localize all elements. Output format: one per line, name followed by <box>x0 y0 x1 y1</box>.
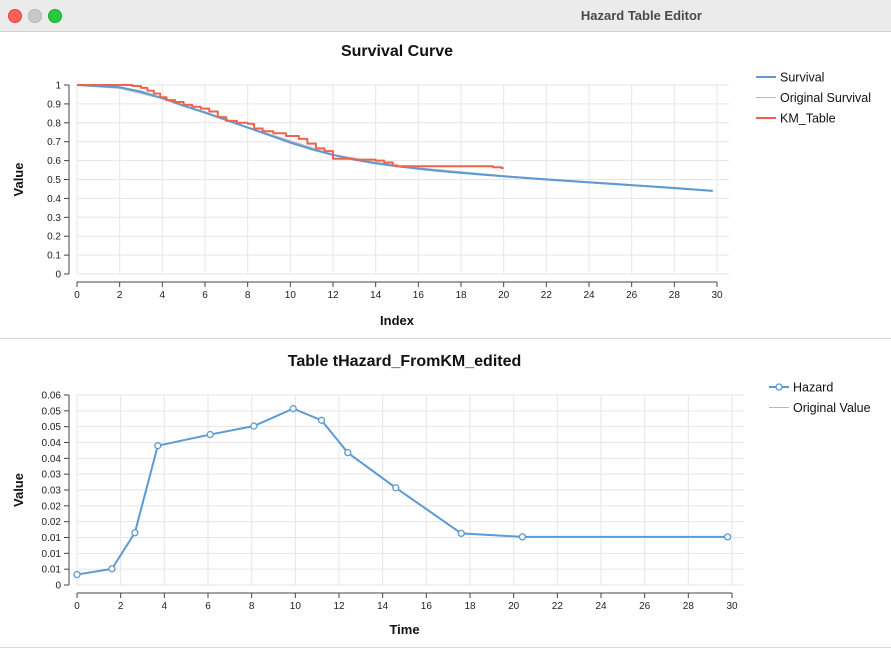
survival-y-tick-label: 0.2 <box>47 232 61 243</box>
survival-x-axis-label: Index <box>380 313 415 328</box>
survival-legend-label-survival: Survival <box>780 71 824 85</box>
hazard-point-hazard <box>108 565 116 573</box>
hazard-y-tick-label: 0.05 <box>42 422 62 433</box>
hazard-legend-label-hazard: Hazard <box>793 381 833 395</box>
hazard-legend-marker-hazard <box>775 383 783 391</box>
survival-y-tick-label: 0.3 <box>47 213 61 224</box>
hazard-y-tick-label: 0.01 <box>42 549 62 560</box>
hazard-x-tick-label: 16 <box>421 601 433 612</box>
hazard-point-hazard <box>317 416 326 424</box>
survival-x-tick-label: 22 <box>541 290 553 301</box>
hazard-point-hazard <box>73 570 81 579</box>
hazard-legend-label-original-value: Original Value <box>793 401 871 415</box>
bottom-divider <box>0 647 891 648</box>
survival-y-tick-label: 0.9 <box>47 99 61 110</box>
hazard-point-hazard <box>250 422 258 430</box>
survival-x-tick-label: 0 <box>74 290 80 301</box>
hazard-x-tick-label: 2 <box>118 601 124 612</box>
survival-x-tick-label: 8 <box>245 290 251 301</box>
hazard-point-hazard <box>206 430 214 439</box>
hazard-y-tick-label: 0.02 <box>42 501 62 512</box>
hazard-y-tick-label: 0.01 <box>42 565 62 576</box>
close-window-button[interactable] <box>8 9 22 23</box>
survival-x-tick-label: 6 <box>202 290 208 301</box>
survival-x-tick-label: 10 <box>285 290 297 301</box>
hazard-x-tick-label: 14 <box>377 601 389 612</box>
hazard-point-hazard <box>723 533 732 541</box>
survival-y-tick-label: 0.6 <box>47 156 61 167</box>
hazard-y-tick-label: 0 <box>55 581 61 592</box>
hazard-x-tick-label: 22 <box>552 601 564 612</box>
hazard-x-tick-label: 8 <box>249 601 255 612</box>
hazard-x-tick-label: 10 <box>290 601 302 612</box>
survival-x-tick-label: 12 <box>327 290 339 301</box>
survival-series-km-table <box>77 84 504 170</box>
hazard-y-tick-label: 0.04 <box>42 438 62 449</box>
hazard-point-hazard <box>154 442 162 450</box>
hazard-x-tick-label: 24 <box>595 601 607 612</box>
hazard-point-hazard <box>392 484 400 492</box>
hazard-x-tick-label: 18 <box>464 601 476 612</box>
hazard-point-hazard <box>344 448 352 457</box>
survival-title: Survival Curve <box>341 43 453 60</box>
survival-x-tick-label: 4 <box>160 290 166 301</box>
survival-legend-label-km-table: KM_Table <box>780 112 836 126</box>
hazard-y-tick-label: 0.01 <box>42 533 62 544</box>
survival-y-tick-label: 0.7 <box>47 137 61 148</box>
survival-y-tick-label: 0 <box>55 270 61 281</box>
survival-x-tick-label: 30 <box>711 290 723 301</box>
hazard-x-tick-label: 6 <box>205 601 211 612</box>
survival-x-tick-label: 14 <box>370 290 382 301</box>
zoom-window-button[interactable] <box>48 9 62 23</box>
survival-x-tick-label: 18 <box>455 290 467 301</box>
hazard-y-tick-label: 0.02 <box>42 517 62 528</box>
hazard-x-tick-label: 4 <box>162 601 168 612</box>
survival-y-tick-label: 0.5 <box>47 175 61 186</box>
hazard-x-tick-label: 0 <box>74 601 80 612</box>
panel-divider <box>0 338 891 339</box>
hazard-y-axis-label: Value <box>11 473 26 507</box>
hazard-x-tick-label: 28 <box>683 601 695 612</box>
survival-legend-label-original-survival: Original Survival <box>780 91 871 105</box>
hazard-point-hazard <box>131 529 139 537</box>
survival-x-tick-label: 24 <box>583 290 595 301</box>
hazard-x-tick-label: 12 <box>333 601 345 612</box>
window-title: Hazard Table Editor <box>580 8 702 23</box>
hazard-x-tick-label: 30 <box>726 601 738 612</box>
survival-y-tick-label: 0.1 <box>47 251 61 262</box>
hazard-y-tick-label: 0.04 <box>42 454 62 465</box>
window-titlebar: Hazard Table Editor <box>0 0 891 32</box>
hazard-series-hazard <box>76 407 728 576</box>
survival-y-tick-label: 0.8 <box>47 118 61 129</box>
survival-y-tick-label: 0.4 <box>47 194 61 205</box>
hazard-x-tick-label: 26 <box>639 601 651 612</box>
hazard-point-hazard <box>289 404 297 413</box>
hazard-x-axis-label: Time <box>389 622 419 637</box>
hazard-point-hazard <box>457 529 465 538</box>
survival-x-tick-label: 28 <box>669 290 681 301</box>
survival-x-tick-label: 16 <box>413 290 425 301</box>
minimize-window-button[interactable] <box>28 9 42 23</box>
hazard-point-hazard <box>518 533 527 541</box>
hazard-y-tick-label: 0.03 <box>42 486 62 497</box>
hazard-x-tick-label: 20 <box>508 601 520 612</box>
hazard-y-tick-label: 0.03 <box>42 470 62 481</box>
hazard-y-tick-label: 0.05 <box>42 406 62 417</box>
survival-y-tick-label: 1 <box>55 81 61 92</box>
hazard-title: Table tHazard_FromKM_edited <box>288 353 522 370</box>
hazard-y-tick-label: 0.06 <box>42 391 62 402</box>
survival-x-tick-label: 26 <box>626 290 638 301</box>
survival-x-tick-label: 2 <box>117 290 123 301</box>
survival-x-tick-label: 20 <box>498 290 510 301</box>
survival-y-axis-label: Value <box>11 163 26 197</box>
